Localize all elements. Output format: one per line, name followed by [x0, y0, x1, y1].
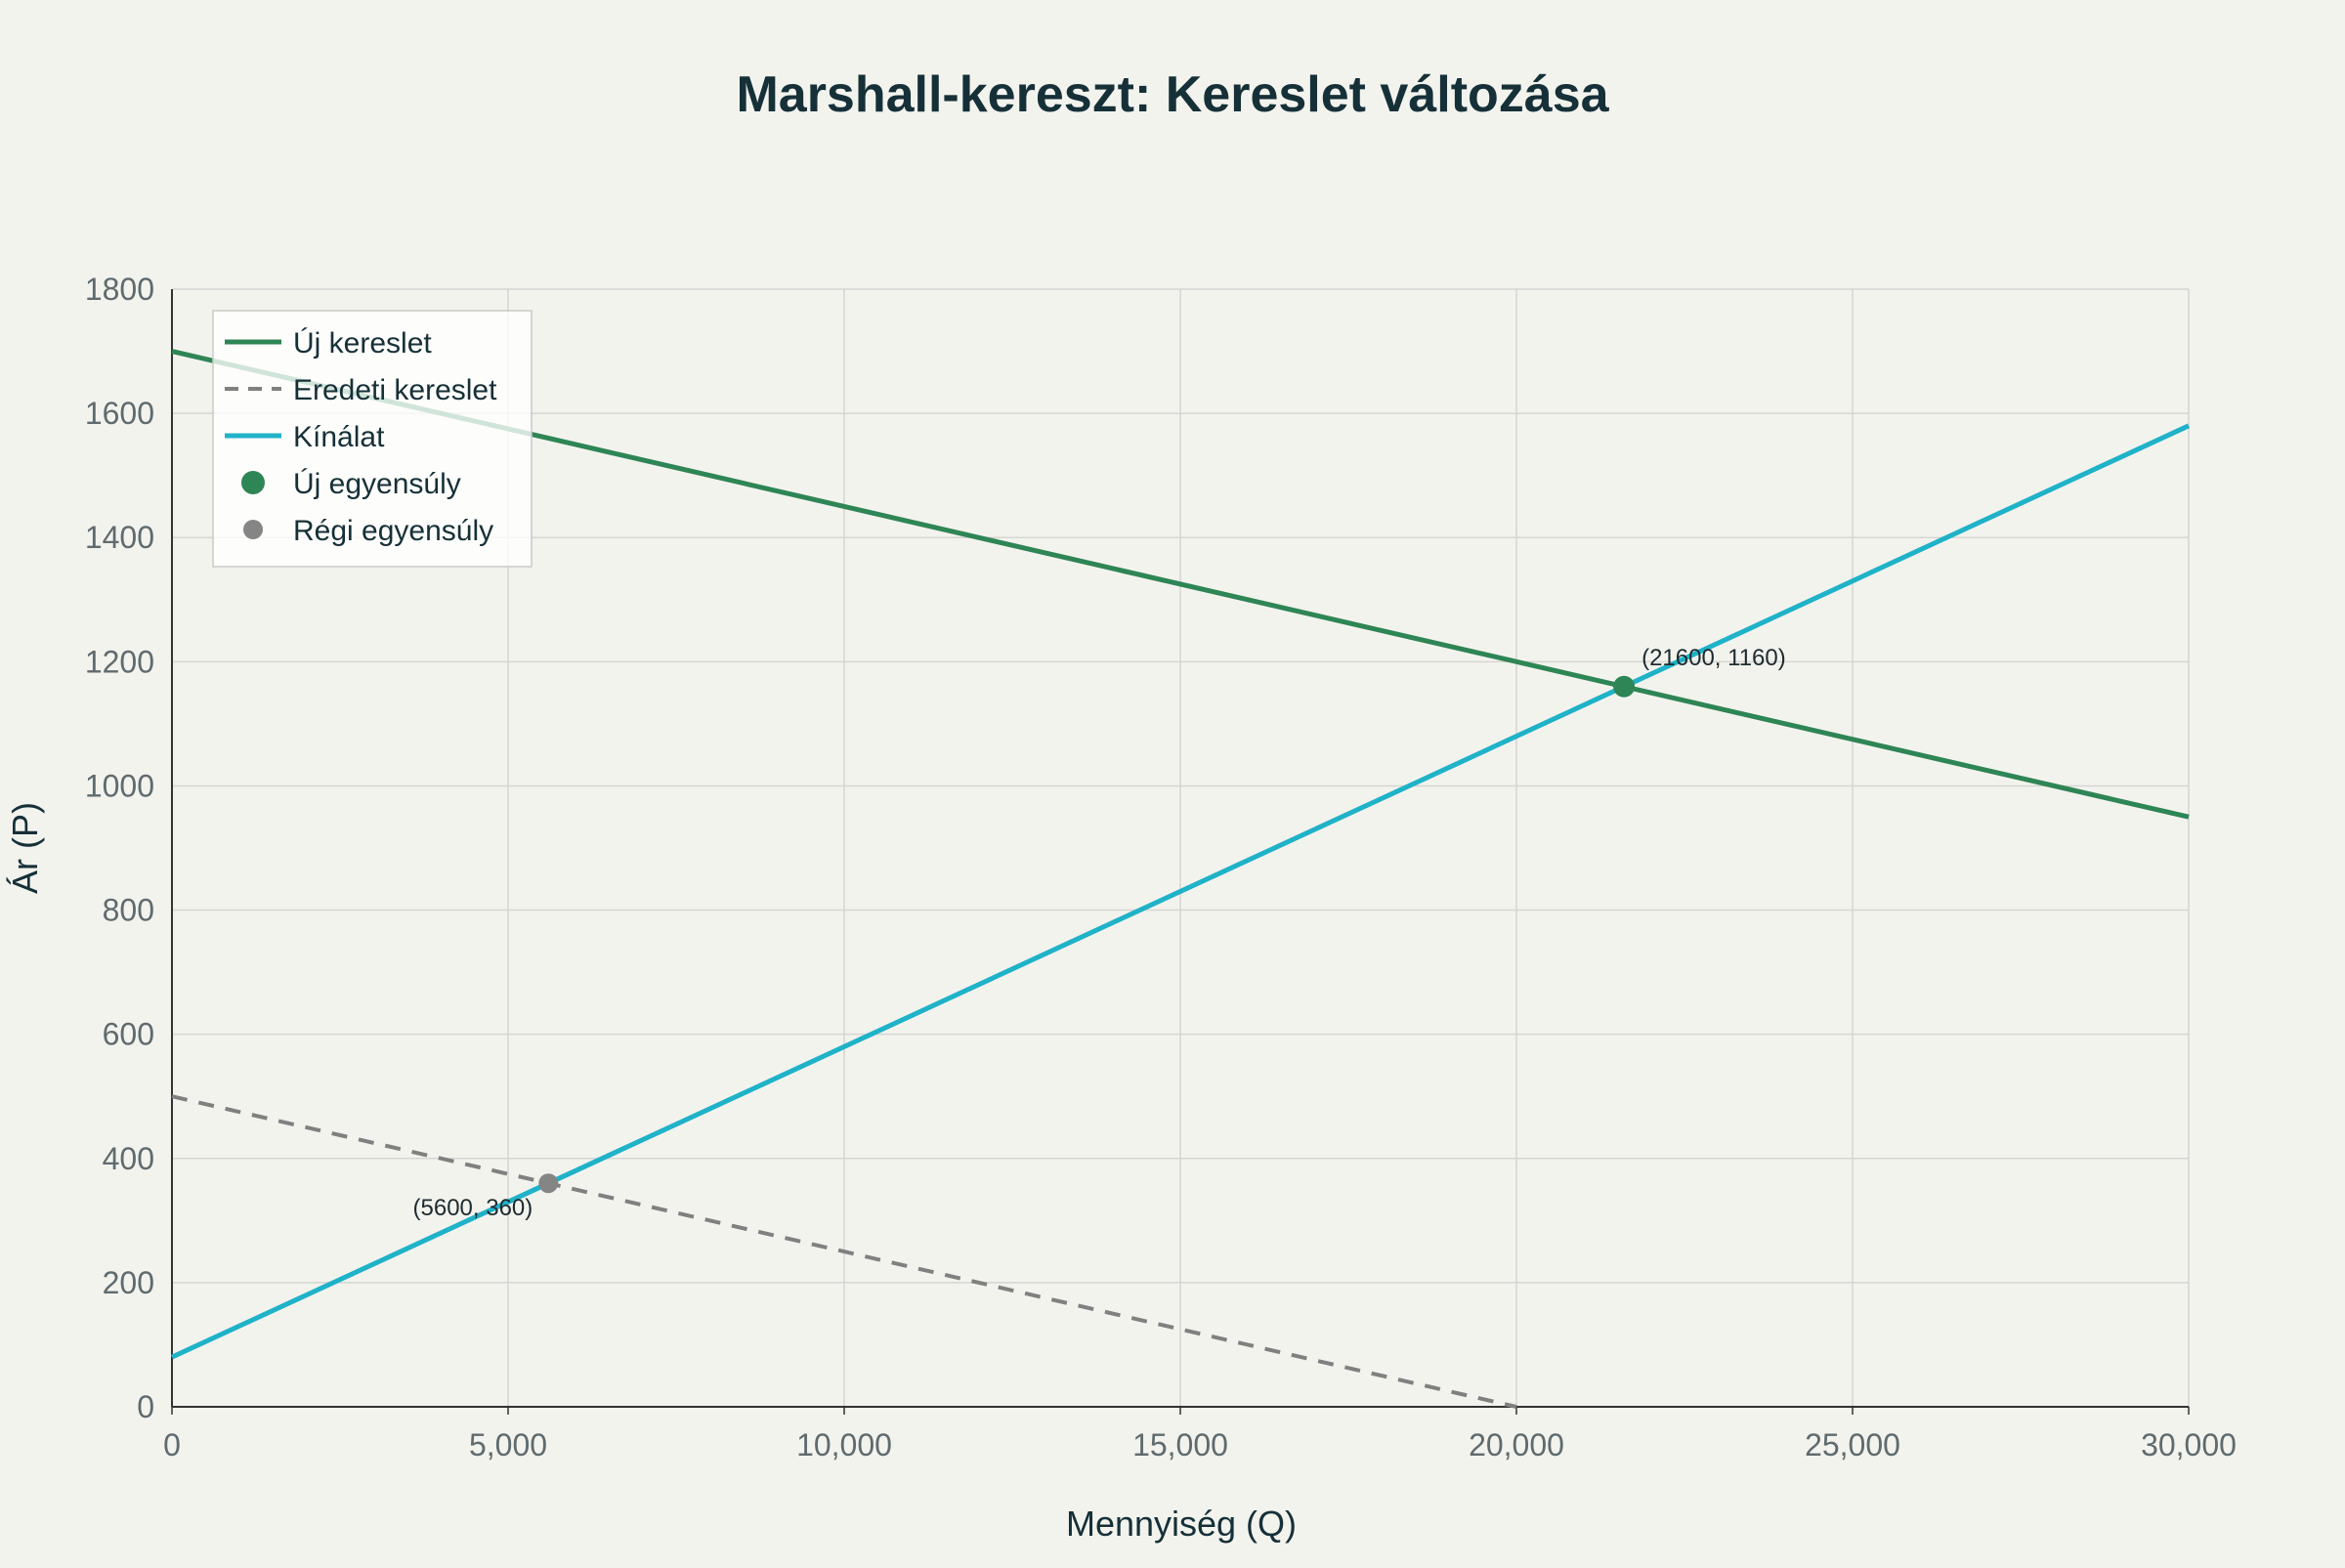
legend-swatch-uj-egyensuly — [241, 471, 265, 494]
x-tick-label: 30,000 — [2141, 1427, 2237, 1462]
x-tick-label: 10,000 — [796, 1427, 892, 1462]
y-tick-label: 1400 — [85, 520, 154, 555]
legend-label-uj-egyensuly: Új egyensúly — [293, 468, 461, 500]
legend-label-eredeti-kereslet: Eredeti kereslet — [293, 374, 497, 406]
y-tick-label: 800 — [103, 893, 154, 928]
grid — [172, 288, 2190, 1407]
y-tick-label: 1200 — [85, 644, 154, 679]
y-tick-label: 1600 — [85, 396, 154, 431]
y-tick-label: 200 — [103, 1265, 154, 1300]
data-label: (21600, 1160) — [1642, 645, 1786, 671]
y-tick-label: 0 — [137, 1389, 154, 1424]
x-tick-label: 5,000 — [469, 1427, 547, 1462]
x-tick-label: 20,000 — [1469, 1427, 1564, 1462]
legend-box — [212, 310, 533, 568]
chart-title: Marshall-kereszt: Kereslet változása — [736, 66, 1609, 123]
legend-swatch-regi-egyensuly — [243, 520, 263, 539]
legend-label-uj-kereslet: Új kereslet — [293, 327, 432, 360]
x-tick-label: 15,000 — [1132, 1427, 1228, 1462]
legend-label-regi-egyensuly: Régi egyensúly — [293, 515, 493, 547]
y-axis-title: Ár (P) — [5, 802, 45, 894]
y-tick-label: 1000 — [85, 768, 154, 803]
x-tick-label: 0 — [163, 1427, 181, 1462]
legend: Új kereslet Eredeti kereslet Kínálat Új egy… — [212, 310, 533, 568]
x-tick-label: 25,000 — [1805, 1427, 1900, 1462]
y-tick-label: 600 — [103, 1017, 154, 1052]
legend-label-kinalat: Kínálat — [293, 421, 385, 453]
points: (21600, 1160) (5600, 360) — [413, 645, 1786, 1221]
y-tick-label: 1800 — [85, 272, 154, 307]
y-tick-label: 400 — [103, 1141, 154, 1176]
uj-egyensuly-point — [1613, 675, 1636, 698]
x-axis-title: Mennyiség (Q) — [1066, 1504, 1297, 1544]
axes: 0 5,000 10,000 15,000 20,000 25,000 30,000 0 200… — [85, 272, 2237, 1462]
eredeti-kereslet-line — [171, 1094, 1517, 1409]
regi-egyensuly-point — [538, 1173, 559, 1194]
kinalat-line — [170, 423, 2191, 1360]
data-label: (5600, 360) — [413, 1195, 533, 1221]
